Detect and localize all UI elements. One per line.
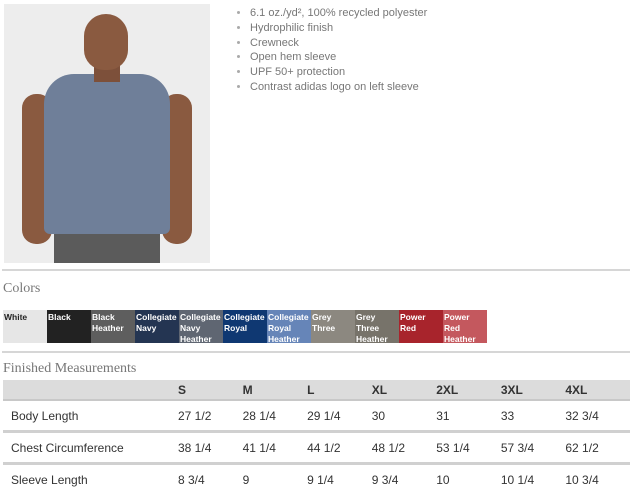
color-swatch[interactable]: Power Red — [399, 310, 443, 343]
color-swatch[interactable]: Grey Three — [311, 310, 355, 343]
size-header: XL — [371, 380, 437, 400]
measurement-cell: 30 — [371, 399, 437, 432]
measurement-cell: 44 1/2 — [307, 430, 372, 464]
color-swatch[interactable]: Power Red Heather — [443, 310, 487, 344]
measurement-cell: 8 3/4 — [178, 462, 243, 494]
feature-list: 6.1 oz./yd², 100% recycled polyester Hyd… — [236, 6, 427, 95]
measurement-cell: 27 1/2 — [178, 399, 243, 432]
measurement-cell: 31 — [436, 399, 501, 432]
measurement-cell: 41 1/4 — [242, 430, 308, 464]
measurement-cell: 53 1/4 — [436, 430, 501, 464]
size-header: S — [178, 380, 243, 400]
size-header: 3XL — [500, 380, 566, 400]
divider — [2, 351, 630, 353]
feature-item: UPF 50+ protection — [250, 65, 427, 80]
measurement-cell: 57 3/4 — [500, 430, 566, 464]
measurement-cell: 9 1/4 — [307, 462, 372, 494]
measurement-cell: 9 — [242, 462, 308, 494]
feature-item: Contrast adidas logo on left sleeve — [250, 80, 427, 95]
table-row: Chest Circumference 38 1/4 41 1/4 44 1/2 48 … — [3, 430, 630, 464]
color-swatch[interactable]: Collegiate Royal Heather — [267, 310, 311, 344]
measurement-cell: 32 3/4 — [565, 399, 630, 432]
measurements-heading: Finished Measurements — [3, 361, 137, 376]
feature-item: Crewneck — [250, 36, 427, 51]
row-label: Chest Circumference — [3, 430, 178, 464]
size-header: L — [307, 380, 372, 400]
color-swatch[interactable]: Collegiate Navy — [135, 310, 179, 343]
size-header-row: S M L XL 2XL 3XL 4XL — [3, 380, 630, 400]
size-header: 4XL — [565, 380, 630, 400]
measurement-cell: 10 3/4 — [565, 462, 630, 494]
color-swatches: White Black Black Heather Collegiate Navy Co… — [3, 310, 487, 344]
feature-item: Open hem sleeve — [250, 50, 427, 65]
measurement-cell: 10 — [436, 462, 501, 494]
feature-item: 6.1 oz./yd², 100% recycled polyester — [250, 6, 427, 21]
measurement-cell: 38 1/4 — [178, 430, 243, 464]
color-swatch[interactable]: Grey Three Heather — [355, 310, 399, 344]
feature-item: Hydrophilic finish — [250, 21, 427, 36]
measurement-cell: 29 1/4 — [307, 399, 372, 432]
color-swatch[interactable]: Collegiate Royal — [223, 310, 267, 343]
color-swatch[interactable]: Collegiate Navy Heather — [179, 310, 223, 344]
measurement-cell: 33 — [500, 399, 566, 432]
measurements-table: S M L XL 2XL 3XL 4XL Body Length 27 1/2 28 1/4 29… — [3, 380, 630, 494]
product-photo — [4, 4, 210, 263]
measurement-cell: 48 1/2 — [371, 430, 437, 464]
color-swatch[interactable]: White — [3, 310, 47, 343]
table-row: Body Length 27 1/2 28 1/4 29 1/4 30 31 33 32 3/… — [3, 399, 630, 432]
table-row: Sleeve Length 8 3/4 9 9 1/4 9 3/4 10 10 1/4 10 … — [3, 462, 630, 494]
measurement-cell: 28 1/4 — [242, 399, 308, 432]
measurement-cell: 9 3/4 — [371, 462, 437, 494]
color-swatch[interactable]: Black — [47, 310, 91, 343]
measurement-cell: 62 1/2 — [565, 430, 630, 464]
color-swatch[interactable]: Black Heather — [91, 310, 135, 343]
row-label: Sleeve Length — [3, 462, 178, 494]
size-header: M — [242, 380, 308, 400]
colors-heading: Colors — [3, 281, 41, 296]
divider — [2, 269, 630, 271]
size-header: 2XL — [436, 380, 501, 400]
row-label: Body Length — [3, 399, 178, 432]
measurement-cell: 10 1/4 — [500, 462, 566, 494]
